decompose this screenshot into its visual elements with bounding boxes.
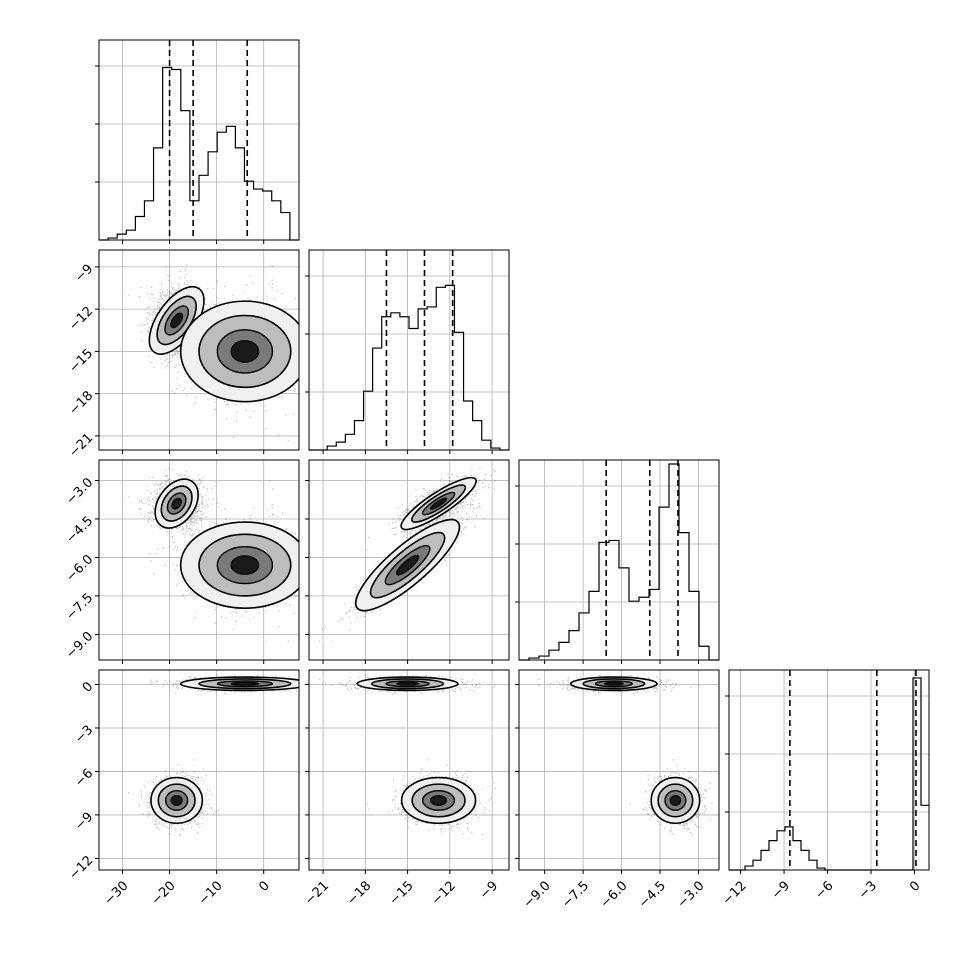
y-tick-label: −4.5 <box>63 514 96 547</box>
scatter-panel-0-2 <box>95 459 300 664</box>
y-tick-label: −7.5 <box>63 591 96 624</box>
panel-frame <box>518 669 720 871</box>
x-tick-label: −6.0 <box>598 878 631 911</box>
scatter-panel-1-2 <box>305 459 510 664</box>
histogram-panel-3 <box>725 669 930 874</box>
contour-group <box>354 518 461 612</box>
histogram-panel-2 <box>515 459 720 664</box>
density-contour <box>230 555 260 575</box>
panel-frame <box>98 249 300 451</box>
scatter-panel-1-3 <box>305 669 510 874</box>
density-contour <box>170 312 184 329</box>
x-tick-label: 0 <box>907 878 923 894</box>
density-contour <box>230 681 260 686</box>
y-tick-label: −21 <box>66 431 96 461</box>
density-contour <box>170 794 183 806</box>
contour-group <box>356 676 459 692</box>
x-tick-label: −15 <box>387 878 417 908</box>
density-contour <box>171 497 182 510</box>
y-tick-label: −15 <box>66 346 96 376</box>
x-tick-label: −9.0 <box>521 878 554 911</box>
contour-group <box>179 676 299 692</box>
scatter-panel-2-3 <box>515 669 720 874</box>
x-tick-label: −12 <box>429 878 459 908</box>
contour-group <box>569 676 658 692</box>
y-tick-label: −3.0 <box>63 475 96 508</box>
density-contour <box>429 497 448 510</box>
x-tick-label: −7.5 <box>559 878 592 911</box>
y-tick-label: −12 <box>66 853 96 883</box>
x-tick-label: −10 <box>196 878 226 908</box>
y-tick-label: −9.0 <box>63 629 96 662</box>
histogram-panel-1 <box>305 249 510 454</box>
histogram-steps <box>309 284 509 451</box>
contour-group <box>179 521 299 609</box>
histogram-steps <box>729 677 929 871</box>
panel-frame <box>98 669 300 871</box>
histogram-steps <box>519 463 719 661</box>
scatter-panel-0-1 <box>95 249 300 454</box>
x-tick-label: −3.0 <box>675 878 708 911</box>
panel-frame <box>308 669 510 871</box>
density-contour <box>669 794 682 806</box>
y-tick-label: −12 <box>66 304 96 334</box>
x-tick-label: −6 <box>812 878 836 902</box>
x-tick-label: −30 <box>102 878 132 908</box>
scatter-panel-0-3 <box>95 669 300 874</box>
panel-frame <box>518 459 720 661</box>
y-tick-label: 0 <box>80 679 96 695</box>
contour-group <box>400 476 477 531</box>
y-tick-label: −18 <box>66 388 96 418</box>
contour-group <box>154 478 199 529</box>
panel-frame <box>98 39 300 241</box>
histogram-steps <box>99 66 299 241</box>
density-contour <box>230 340 260 363</box>
contour-group <box>179 300 299 403</box>
x-tick-label: 0 <box>256 878 272 894</box>
contour-group <box>400 776 477 825</box>
y-tick-label: −6.0 <box>63 552 96 585</box>
panel-frame <box>98 459 300 661</box>
x-tick-label: −4.5 <box>636 878 669 911</box>
density-contour <box>395 554 420 576</box>
x-tick-label: −21 <box>302 878 332 908</box>
y-tick-label: −6 <box>72 766 96 790</box>
density-contour <box>604 681 624 686</box>
histogram-panel-0 <box>95 39 300 244</box>
y-tick-label: −3 <box>72 723 96 747</box>
x-tick-label: −18 <box>344 878 374 908</box>
panel-frame <box>308 459 510 661</box>
x-tick-label: −3 <box>856 878 880 902</box>
density-contour <box>396 681 419 686</box>
panel-frame <box>728 669 930 871</box>
contour-group <box>650 776 701 825</box>
y-tick-label: −9 <box>72 810 96 834</box>
y-tick-label: −9 <box>72 262 96 286</box>
density-contour <box>430 794 448 806</box>
panel-frame <box>308 249 510 451</box>
x-tick-label: −9 <box>477 878 501 902</box>
x-tick-label: −12 <box>720 878 750 908</box>
x-tick-label: −20 <box>149 878 179 908</box>
contour-group <box>150 776 204 825</box>
x-tick-label: −9 <box>769 878 793 902</box>
